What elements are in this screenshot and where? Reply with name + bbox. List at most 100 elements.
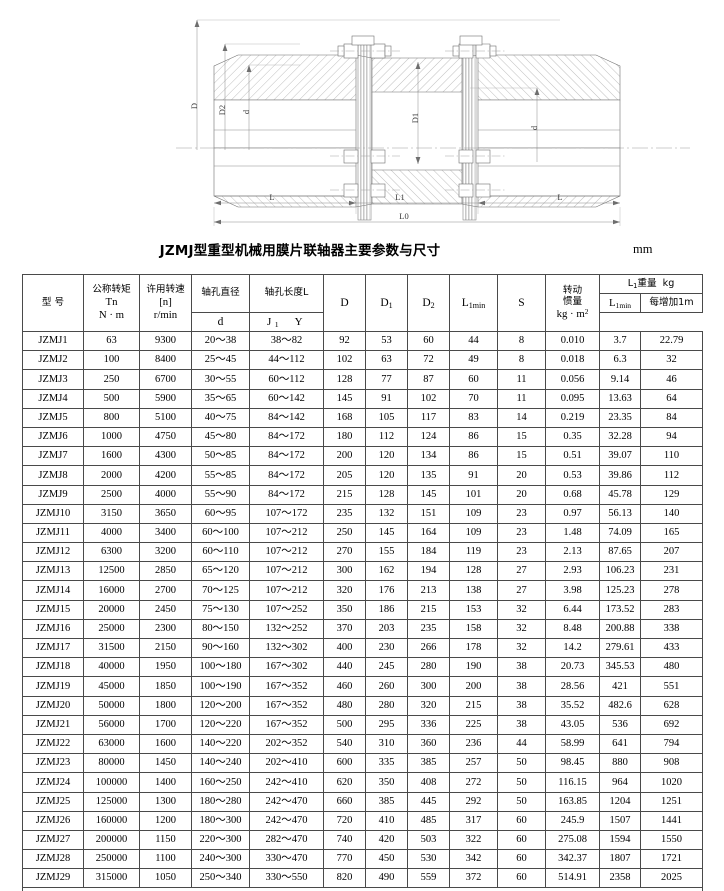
cell-model: JZMJ7 bbox=[22, 446, 84, 467]
cell-D1: 120 bbox=[365, 446, 408, 467]
cell-weight-per-meter: 110 bbox=[639, 446, 704, 467]
cell-D1: 53 bbox=[365, 330, 408, 352]
cell-weight-per-meter: 2025 bbox=[639, 868, 704, 889]
cell-D: 235 bbox=[323, 503, 366, 524]
cell-bore-length: 132～252 bbox=[249, 618, 324, 640]
cell-inertia: 514.91 bbox=[545, 868, 600, 889]
table-row: JZMJ21 56000 1700 120～220 167～352 500 295 336 22… bbox=[22, 714, 704, 735]
cell-bore-length: 84～172 bbox=[249, 465, 324, 486]
cell-D: 350 bbox=[323, 599, 366, 620]
cell-bore-diameter: 70～125 bbox=[191, 580, 250, 601]
cell-D1: 162 bbox=[365, 561, 408, 582]
page-title: JZMJ型重型机械用膜片联轴器主要参数与尺寸 bbox=[159, 243, 441, 259]
cell-weight-per-meter: 32 bbox=[639, 350, 704, 371]
cell-inertia: 58.99 bbox=[545, 733, 600, 755]
cell-model: JZMJ13 bbox=[22, 561, 84, 582]
cell-weight-per-meter: 480 bbox=[639, 657, 704, 678]
cell-S: 38 bbox=[497, 695, 546, 716]
cell-D2: 280 bbox=[407, 657, 450, 678]
table-row: JZMJ11 4000 3400 60～100 107～212 250 145 164 109 2… bbox=[22, 522, 704, 544]
th-torque-line1: 公称转矩 bbox=[92, 283, 131, 295]
cell-bore-length: 107～212 bbox=[249, 542, 324, 563]
cell-bore-length: 84～172 bbox=[249, 426, 324, 448]
cell-S: 8 bbox=[497, 330, 546, 352]
cell-L1min: 236 bbox=[449, 733, 498, 755]
cell-bore-diameter: 80～150 bbox=[191, 618, 250, 640]
cell-weight-l1min: 6.3 bbox=[599, 350, 641, 371]
cell-model: JZMJ26 bbox=[22, 810, 84, 831]
cell-model: JZMJ25 bbox=[22, 791, 84, 812]
cell-inertia: 35.52 bbox=[545, 695, 600, 716]
cell-D2: 72 bbox=[407, 350, 450, 371]
dim-label-D: D bbox=[189, 103, 199, 109]
note-row: 注：表中转动惯量及重量是以每种型号中轴孔长度J1型计算的。 bbox=[21, 887, 704, 891]
cell-S: 32 bbox=[497, 637, 546, 659]
cell-inertia: 163.85 bbox=[545, 791, 600, 812]
table-row: JZMJ16 25000 2300 80～150 132～252 370 203 235 158… bbox=[22, 618, 704, 640]
th-bore-length: 轴孔长度L bbox=[249, 274, 324, 313]
cell-S: 60 bbox=[497, 829, 546, 851]
cell-S: 50 bbox=[497, 753, 546, 774]
cell-bore-length: 242～410 bbox=[249, 772, 324, 793]
cell-S: 50 bbox=[497, 772, 546, 793]
th-speed-line1: 许用转速 bbox=[146, 283, 185, 295]
table-row: JZMJ2 100 8400 25～45 44～112 102 63 72 49 8 0.018 6.… bbox=[22, 350, 704, 371]
cell-allowable-speed: 1050 bbox=[139, 868, 192, 889]
cell-S: 32 bbox=[497, 599, 546, 620]
cell-nominal-torque: 16000 bbox=[83, 580, 140, 601]
cell-S: 44 bbox=[497, 733, 546, 755]
cell-D1: 245 bbox=[365, 657, 408, 678]
table-row: JZMJ29 315000 1050 250～340 330～550 820 490 559 3… bbox=[22, 868, 704, 889]
cell-D2: 503 bbox=[407, 829, 450, 851]
cell-allowable-speed: 1100 bbox=[139, 849, 192, 870]
cell-bore-diameter: 250～340 bbox=[191, 868, 250, 889]
cell-bore-length: 107～172 bbox=[249, 503, 324, 524]
cell-weight-l1min: 880 bbox=[599, 753, 641, 774]
cell-nominal-torque: 56000 bbox=[83, 714, 140, 735]
cell-weight-l1min: 23.35 bbox=[599, 407, 641, 428]
cell-allowable-speed: 4300 bbox=[139, 446, 192, 467]
cell-nominal-torque: 250 bbox=[83, 369, 140, 390]
cell-weight-per-meter: 1020 bbox=[639, 772, 704, 793]
cell-nominal-torque: 31500 bbox=[83, 637, 140, 659]
spec-table: 型 号 公称转矩 Tn N · m 许用转速 [n] r/min bbox=[21, 274, 704, 891]
cell-L1min: 190 bbox=[449, 657, 498, 678]
table-row: JZMJ28 250000 1100 240～300 330～470 770 450 530 3… bbox=[22, 849, 704, 870]
cell-nominal-torque: 12500 bbox=[83, 561, 140, 582]
cell-D1: 132 bbox=[365, 503, 408, 524]
cell-weight-per-meter: 22.79 bbox=[639, 330, 704, 352]
cell-allowable-speed: 1850 bbox=[139, 676, 192, 697]
cell-S: 11 bbox=[497, 388, 546, 409]
cell-bore-diameter: 30～55 bbox=[191, 369, 250, 390]
cell-S: 14 bbox=[497, 407, 546, 428]
cell-bore-diameter: 20～38 bbox=[191, 330, 250, 352]
cell-L1min: 109 bbox=[449, 503, 498, 524]
cell-L1min: 257 bbox=[449, 753, 498, 774]
cell-L1min: 60 bbox=[449, 369, 498, 390]
cell-S: 23 bbox=[497, 522, 546, 544]
cell-bore-length: 242～470 bbox=[249, 810, 324, 831]
cell-model: JZMJ2 bbox=[22, 350, 84, 371]
cell-bore-length: 84～172 bbox=[249, 446, 324, 467]
cell-D: 540 bbox=[323, 733, 366, 755]
cell-bore-length: 167～352 bbox=[249, 676, 324, 697]
cell-bore-diameter: 65～120 bbox=[191, 561, 250, 582]
cell-weight-l1min: 39.86 bbox=[599, 465, 641, 486]
cell-allowable-speed: 1400 bbox=[139, 772, 192, 793]
table-row: JZMJ15 20000 2450 75～130 107～252 350 186 215 153… bbox=[22, 599, 704, 620]
th-speed: 许用转速 [n] r/min bbox=[139, 274, 192, 332]
th-model: 型 号 bbox=[22, 274, 84, 332]
cell-bore-length: 60～142 bbox=[249, 388, 324, 409]
cell-allowable-speed: 1950 bbox=[139, 657, 192, 678]
cell-D2: 117 bbox=[407, 407, 450, 428]
th-inertia: 转动 惯量 kg · m2 bbox=[545, 274, 600, 332]
cell-bore-length: 330～470 bbox=[249, 849, 324, 870]
cell-bore-length: 132～302 bbox=[249, 637, 324, 659]
cell-D: 440 bbox=[323, 657, 366, 678]
cell-weight-per-meter: 794 bbox=[639, 733, 704, 755]
cell-inertia: 14.2 bbox=[545, 637, 600, 659]
cell-D: 270 bbox=[323, 542, 366, 563]
cell-D1: 295 bbox=[365, 714, 408, 735]
cell-D2: 530 bbox=[407, 849, 450, 870]
cell-bore-diameter: 180～280 bbox=[191, 791, 250, 812]
